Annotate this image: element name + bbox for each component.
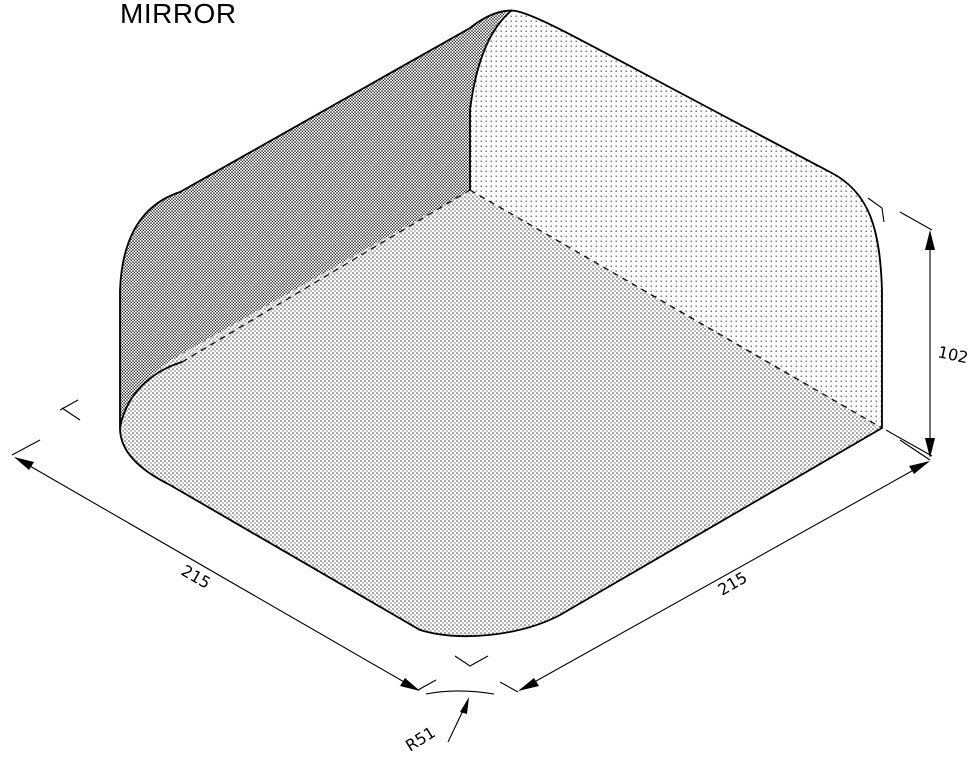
- dimension-line-right: [519, 461, 929, 691]
- back-left-curved-surface: [120, 10, 508, 428]
- extension-line-left-c: [417, 679, 437, 691]
- hidden-edges: [181, 189, 883, 429]
- visible-edges: [119, 9, 883, 637]
- extension-line-left-a: [11, 399, 79, 456]
- radius-label: R51: [402, 723, 439, 756]
- arrowhead-left-end: [400, 678, 420, 691]
- hidden-edge-left: [181, 189, 471, 363]
- radius-arc: [425, 690, 495, 695]
- front-outline: [119, 9, 883, 637]
- arrowhead-right-start: [518, 678, 539, 691]
- extension-line-right-a: [899, 439, 931, 461]
- hidden-edge-right: [469, 189, 883, 429]
- arrowhead-height-top: [925, 230, 935, 250]
- extension-line-height-bottom: [885, 429, 933, 457]
- solid-body: [120, 10, 882, 637]
- arrowhead-left-start: [14, 457, 34, 470]
- left-front-curve-edge: [119, 361, 183, 429]
- radius-leader-arrowhead: [460, 697, 469, 714]
- arrowhead-height-bottom: [925, 438, 935, 458]
- extension-line-right-b: [499, 681, 519, 693]
- radius-center-mark: [454, 655, 489, 667]
- drawing-title: MIRROR: [120, 0, 237, 29]
- top-surface: [120, 190, 882, 637]
- dimension-line-left: [15, 457, 419, 691]
- dimension-label-height: 102: [936, 342, 970, 367]
- dimension-radius: R51: [402, 655, 495, 756]
- extension-line-left-b: [61, 407, 81, 421]
- dimension-label-left: 215: [178, 561, 214, 593]
- back-vertical-edge: [469, 9, 513, 190]
- dimension-label-right: 215: [715, 568, 751, 600]
- dimension-height: 102: [867, 197, 970, 458]
- extension-line-height-top: [867, 197, 933, 231]
- back-right-face: [470, 10, 882, 428]
- arrowhead-right-end: [909, 461, 930, 474]
